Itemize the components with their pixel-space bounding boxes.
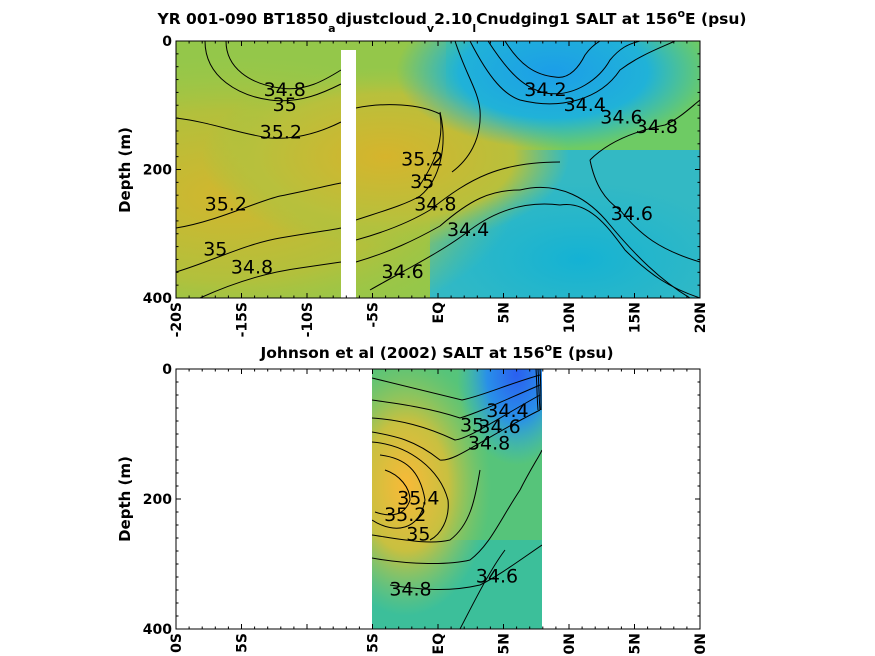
contour-label: 35.2 — [384, 504, 426, 526]
contour-label: 35 — [460, 415, 484, 437]
contour-label: 34.8 — [264, 79, 306, 101]
y-tick-label: 400 — [143, 291, 172, 307]
x-tick-label: 5S — [235, 633, 251, 653]
contour-label: 34.8 — [636, 116, 678, 138]
contour-label: 34.8 — [414, 193, 456, 215]
x-tick-label: 5N — [628, 633, 644, 654]
panel-model: -20S -15S -10S -5S EQ 5N 10N 15N 20N 0 200 400 34.8… — [143, 34, 709, 337]
y-tick-label: 0 — [162, 34, 172, 50]
contour-label: 35 — [410, 171, 434, 193]
contour-label: 35 — [273, 94, 297, 116]
contour-labels-model: 34.83535.235.23534.835.23534.834.434.634… — [203, 79, 678, 283]
contour-label: 35.2 — [205, 193, 247, 215]
x-tick-label: -15S — [235, 302, 251, 337]
salinity-field-model — [176, 41, 700, 298]
salinity-field-observations — [372, 369, 542, 629]
x-tick-label: -10S — [300, 302, 316, 337]
x-tick-label: -5S — [366, 302, 382, 328]
contour-label: 34.2 — [524, 79, 566, 101]
ticks-observations: 0S 5S 5S EQ 5N 0N 5N 0N 0 200 400 — [143, 362, 709, 654]
contour-label: 34.6 — [611, 203, 653, 225]
contour-label: 35.2 — [260, 121, 302, 143]
contour-label: 34.8 — [231, 256, 273, 278]
contour-label: 34.4 — [447, 219, 489, 241]
contour-label: 34.8 — [389, 579, 431, 601]
x-tick-label: 5N — [497, 302, 513, 323]
x-tick-label: 20N — [693, 302, 709, 333]
contour-lines-observations — [372, 369, 542, 629]
contour-label: 35 — [203, 238, 227, 260]
contour-label: 35.4 — [397, 488, 439, 510]
x-tick-label: 0N — [693, 633, 709, 654]
contour-label: 34.6 — [381, 261, 423, 283]
contour-label: 34.6 — [478, 416, 520, 438]
y-tick-label: 200 — [143, 163, 172, 179]
x-tick-label: 0S — [169, 633, 185, 653]
contour-label: 35.2 — [401, 148, 443, 170]
y-tick-label: 0 — [162, 362, 172, 378]
title-model: YR 001-090 BT1850adjustcloudv2.10lCnudgi… — [156, 7, 746, 35]
x-tick-label: 5S — [366, 633, 382, 653]
x-tick-label: 10N — [562, 302, 578, 333]
x-tick-label: 5N — [497, 633, 513, 654]
x-tick-label: -20S — [169, 302, 185, 337]
ticks-model: -20S -15S -10S -5S EQ 5N 10N 15N 20N 0 200 400 — [143, 34, 709, 337]
data-gap-model — [341, 50, 356, 300]
contour-label: 34.6 — [600, 107, 642, 129]
y-axis-label-model: Depth (m) — [116, 127, 134, 213]
y-tick-label: 400 — [143, 622, 172, 638]
contour-label: 34.4 — [486, 400, 528, 422]
contour-label: 34.6 — [476, 566, 518, 588]
x-tick-label: EQ — [431, 633, 447, 655]
y-tick-label: 200 — [143, 492, 172, 508]
contour-label: 34.4 — [564, 94, 606, 116]
contour-label: 35 — [406, 523, 430, 545]
contour-lines-model — [176, 41, 700, 298]
x-tick-label: EQ — [431, 302, 447, 324]
y-axis-label-observations: Depth (m) — [116, 456, 134, 542]
title-observations: Johnson et al (2002) SALT at 156oE (psu) — [259, 341, 613, 362]
contour-label: 34.8 — [468, 432, 510, 454]
x-tick-label: 0N — [562, 633, 578, 654]
x-tick-label: 15N — [628, 302, 644, 333]
